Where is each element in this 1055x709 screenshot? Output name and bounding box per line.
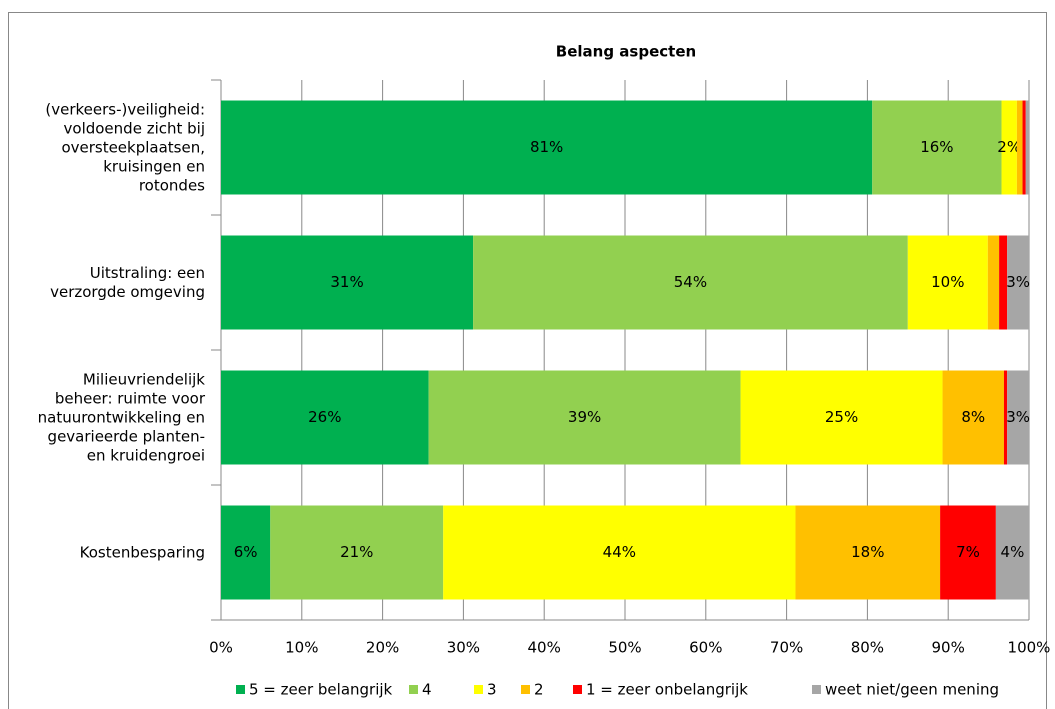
data-label: 18% [851,543,884,561]
data-label: 6% [234,543,258,561]
data-label: 2% [997,138,1021,156]
legend-swatch [474,685,483,694]
data-label: 21% [340,543,373,561]
y-tick-label: Milieuvriendelijk beheer: ruimte voor natu… [38,370,206,464]
x-tick-label: 50% [608,639,641,657]
bar-segment [1025,100,1029,195]
data-label: 54% [674,273,707,291]
legend-label: 3 [487,681,497,699]
legend-swatch [573,685,582,694]
chart-title: Belang aspecten [556,43,696,61]
y-tick-label: Kostenbesparing [80,543,205,561]
bar-segment [473,235,908,330]
legend-label: weet niet/geen mening [825,681,999,699]
y-tick-label: Uitstraling: een verzorgde omgeving [50,264,205,301]
bar-segment [987,235,1000,330]
data-label: 44% [603,543,636,561]
data-label: 31% [330,273,363,291]
data-label: 10% [931,273,964,291]
bar-segment [907,235,988,330]
legend-swatch [521,685,530,694]
bar-segment [740,370,943,465]
data-label: 25% [825,408,858,426]
legend-swatch [409,685,418,694]
data-label: 3% [1006,273,1030,291]
x-tick-label: 20% [366,639,399,657]
x-tick-label: 30% [447,639,480,657]
bar-segment [443,505,796,600]
bar-segment [221,505,271,600]
legend-swatch [236,685,245,694]
x-tick-label: 100% [1008,639,1051,657]
bar-segment [940,505,996,600]
legend-label: 2 [534,681,544,699]
data-label: 7% [956,543,980,561]
legend-label: 5 = zeer belangrijk [249,681,393,699]
x-tick-label: 0% [209,639,233,657]
data-label: 8% [961,408,985,426]
x-tick-label: 80% [851,639,884,657]
data-label: 3% [1006,408,1030,426]
bar-segment [995,505,1029,600]
y-tick-label: (verkeers-)veiligheid: voldoende zicht bi… [45,100,205,194]
bar-segment [1016,100,1023,195]
data-label: 39% [568,408,601,426]
bar-segment [999,235,1008,330]
bar-segment [221,235,474,330]
bar-segment [1007,370,1029,465]
bar-segment [1022,100,1026,195]
x-tick-label: 10% [285,639,318,657]
bar-segment [1001,100,1017,195]
bar-segment [270,505,444,600]
bar-segment [872,100,1002,195]
data-label: 16% [920,138,953,156]
bar-segment [221,100,873,195]
data-label: 26% [308,408,341,426]
legend-label: 4 [422,681,432,699]
bar-segment [428,370,741,465]
x-tick-label: 40% [528,639,561,657]
data-label: 4% [1001,543,1025,561]
bar-segment [221,370,429,465]
bar-segment [942,370,1004,465]
bar-segment [1003,370,1008,465]
bar-segment [1007,235,1029,330]
bar-segment [795,505,941,600]
legend-label: 1 = zeer onbelangrijk [586,681,748,699]
x-tick-label: 60% [689,639,722,657]
legend-swatch [812,685,821,694]
x-tick-label: 90% [932,639,965,657]
data-label: 81% [530,138,563,156]
x-tick-label: 70% [770,639,803,657]
